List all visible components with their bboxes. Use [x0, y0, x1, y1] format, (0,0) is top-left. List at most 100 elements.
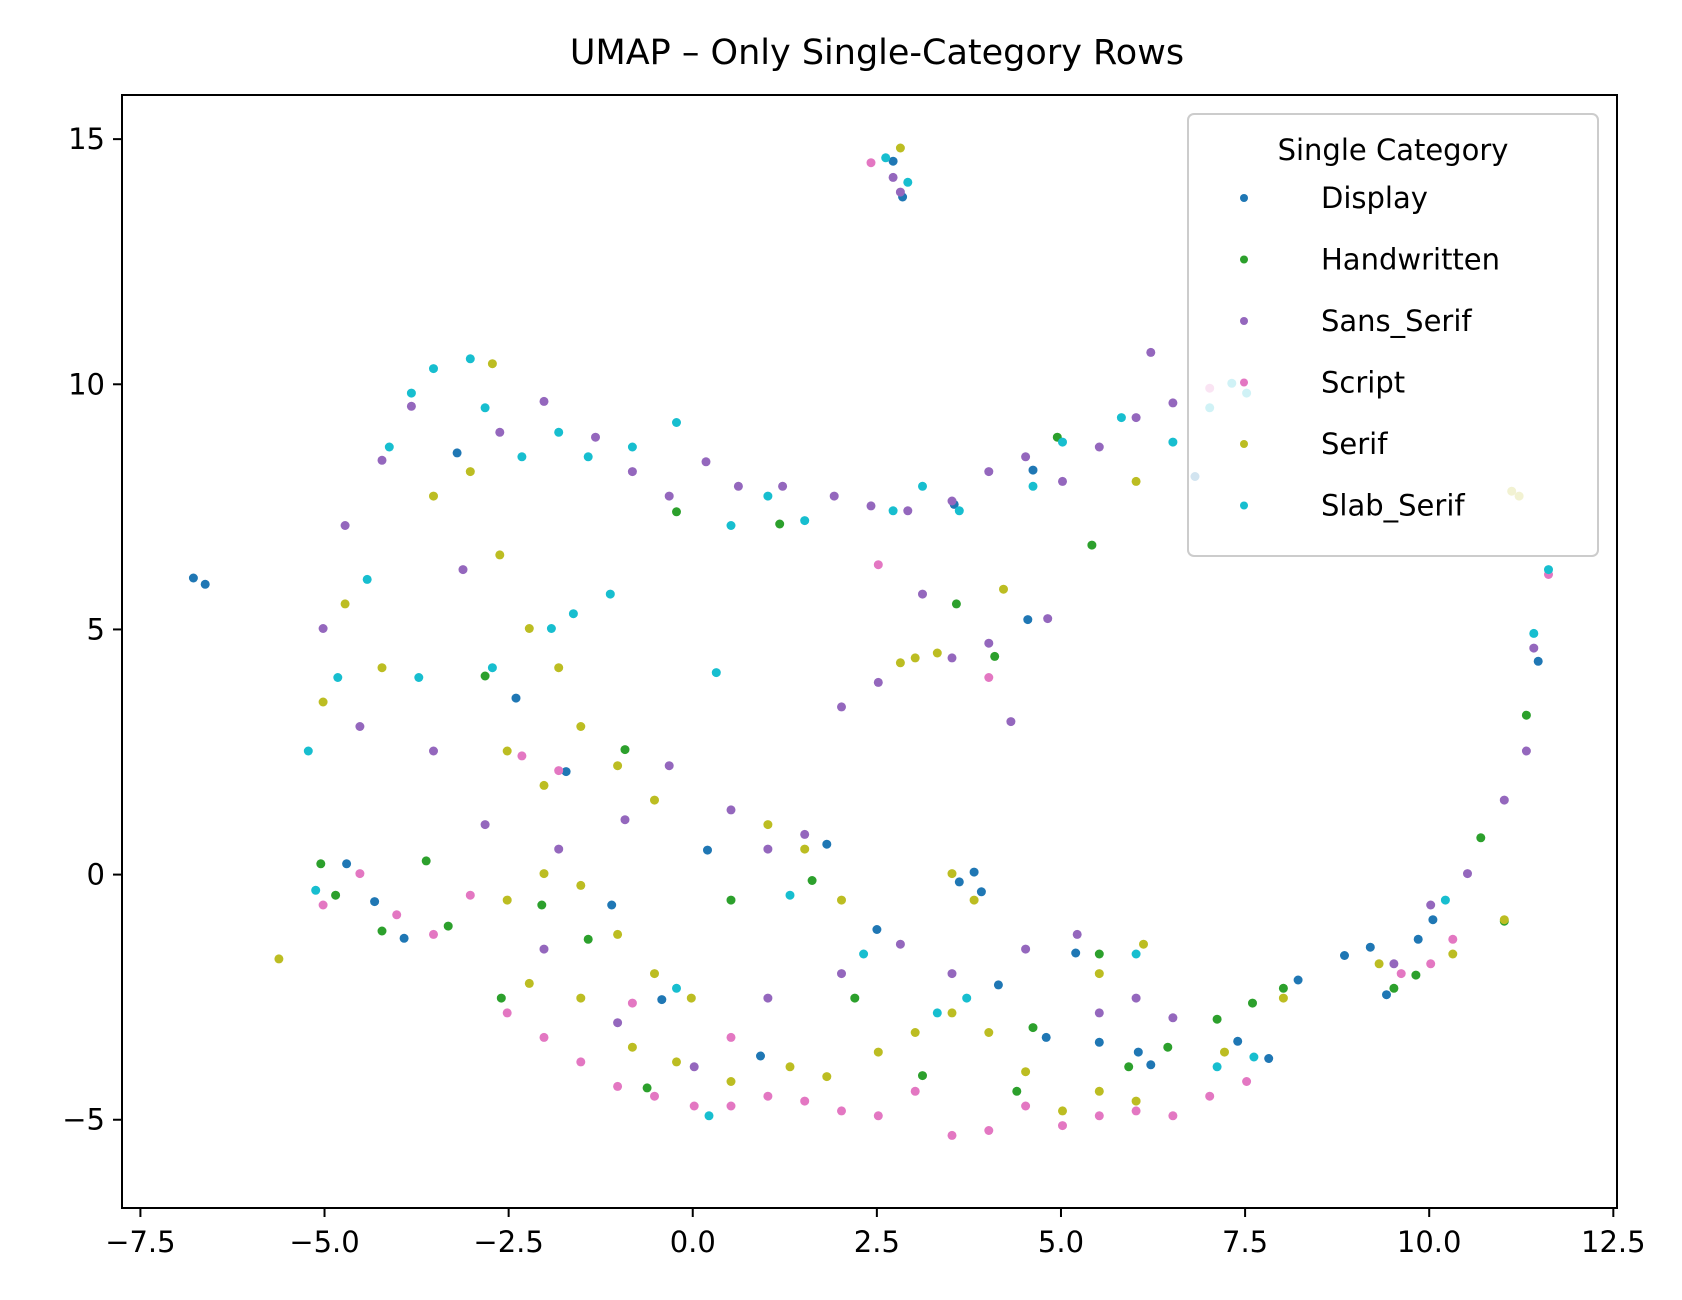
point-handwritten [1163, 1042, 1173, 1052]
legend-title: Single Category [1278, 133, 1509, 167]
point-slab-serif [962, 993, 972, 1003]
y-axis: −5 0 5 10 15 [62, 122, 122, 1137]
point-sans-serif [1058, 476, 1067, 486]
point-sans-serif [1043, 614, 1053, 624]
point-display [1365, 942, 1375, 952]
point-serif [377, 663, 387, 673]
plot-area-frame [121, 94, 1618, 1209]
point-handwritten [1411, 970, 1421, 980]
point-sans-serif [406, 401, 416, 411]
x-tick-label: −2.5 [473, 1225, 543, 1259]
point-serif [822, 1072, 832, 1082]
x-tick-label: 5.0 [1038, 1225, 1084, 1259]
point-display [1028, 465, 1038, 475]
point-serif [502, 895, 512, 905]
point-handwritten [331, 890, 341, 900]
point-slab-serif [763, 491, 773, 501]
point-script [837, 1106, 846, 1116]
point-serif [613, 929, 623, 939]
x-tick-label: 10.0 [1397, 1225, 1462, 1259]
point-slab-serif [311, 885, 321, 895]
point-sans-serif [763, 993, 773, 1003]
point-slab-serif [480, 403, 490, 413]
point-script [866, 158, 876, 168]
point-script [1021, 1101, 1031, 1111]
point-display [452, 448, 462, 458]
point-handwritten [443, 921, 453, 931]
x-tick-label: 0.0 [670, 1225, 716, 1259]
point-slab-serif [583, 452, 593, 462]
point-handwritten [807, 876, 817, 885]
point-sans-serif [664, 761, 674, 771]
y-tick-label: 0 [87, 858, 105, 892]
point-sans-serif [620, 815, 630, 825]
point-slab-serif [362, 574, 372, 584]
point-serif [274, 954, 284, 964]
point-serif [1021, 1067, 1031, 1077]
point-slab-serif [1529, 628, 1539, 638]
point-slab-serif [704, 1111, 714, 1121]
point-sans-serif [984, 467, 994, 477]
legend-entries: Display Handwritten Sans_Serif Script Serif S… [1240, 181, 1500, 523]
point-serif [984, 1028, 994, 1037]
point-sans-serif [689, 1062, 699, 1072]
point-sans-serif [1529, 643, 1539, 653]
point-handwritten [537, 900, 547, 910]
point-slab-serif [384, 442, 394, 452]
point-sans-serif [1463, 869, 1472, 879]
point-display [703, 845, 712, 855]
point-display [399, 933, 409, 943]
point-sans-serif [733, 481, 743, 491]
point-sans-serif [377, 455, 387, 465]
legend: Single Category Display Handwritten Sans_S… [1187, 113, 1599, 557]
x-tick-label: 12.5 [1581, 1225, 1646, 1259]
point-sans-serif [1499, 795, 1509, 805]
point-script [517, 751, 527, 761]
point-slab-serif [1116, 413, 1126, 423]
point-serif [932, 648, 942, 658]
y-tick-label: −5 [62, 1103, 105, 1137]
point-slab-serif [881, 153, 891, 163]
point-script [873, 560, 883, 570]
point-slab-serif [1212, 1062, 1222, 1072]
point-sans-serif [429, 746, 438, 756]
point-display [200, 579, 210, 589]
point-handwritten [1278, 983, 1288, 993]
point-sans-serif [340, 521, 350, 530]
point-sans-serif [903, 506, 913, 516]
point-handwritten [1094, 949, 1104, 959]
point-serif [672, 1057, 681, 1067]
point-serif [895, 143, 905, 153]
point-serif [726, 1077, 736, 1086]
point-handwritten [990, 651, 1000, 661]
point-slab-serif [918, 481, 927, 491]
point-slab-serif [785, 890, 795, 900]
point-sans-serif [1521, 746, 1531, 756]
point-sans-serif [1094, 442, 1104, 452]
point-slab-serif [1058, 437, 1067, 447]
point-serif [613, 761, 623, 771]
point-slab-serif [800, 516, 810, 526]
point-slab-serif [465, 354, 475, 364]
point-handwritten [1521, 710, 1531, 720]
point-display [1233, 1036, 1243, 1046]
point-slab-serif [333, 673, 343, 682]
point-serif [873, 1047, 883, 1057]
point-slab-serif [1131, 949, 1141, 959]
point-display [188, 573, 198, 583]
point-handwritten [1124, 1062, 1134, 1072]
point-script [355, 869, 365, 879]
point-serif [1220, 1047, 1229, 1057]
point-sans-serif [873, 677, 883, 687]
series-serif [274, 143, 1524, 1116]
point-script [1426, 959, 1436, 969]
point-sans-serif [800, 829, 810, 839]
point-sans-serif [763, 844, 773, 854]
point-display [370, 897, 380, 907]
point-sans-serif [701, 457, 711, 467]
point-slab-serif [1168, 437, 1178, 447]
point-script [1094, 1111, 1104, 1121]
point-script [726, 1101, 736, 1111]
legend-marker [1240, 378, 1248, 387]
